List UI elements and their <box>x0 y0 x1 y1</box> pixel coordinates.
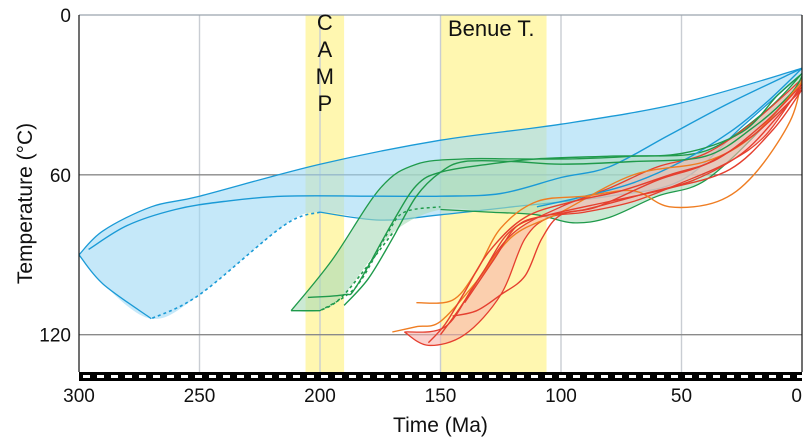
x-axis-title: Time (Ma) <box>393 414 488 437</box>
x-tick-label: 0 <box>791 386 802 407</box>
scale-bar-background <box>79 372 802 381</box>
scale-bar-segment <box>377 375 384 378</box>
scale-bar-segment <box>125 375 132 378</box>
scale-bar-segment <box>265 375 272 378</box>
tt-path-3 <box>343 75 803 306</box>
scale-bar-segment <box>769 375 776 378</box>
scale-bar-segment <box>615 375 622 378</box>
scale-bar-segment <box>587 375 594 378</box>
benue-trough-label: Benue T. <box>448 16 534 41</box>
scale-bar-segment <box>531 375 538 378</box>
scale-bar-segment <box>559 375 566 378</box>
scale-bar-segment <box>755 375 762 378</box>
y-tick-label: 120 <box>39 326 71 347</box>
scale-bar-segment <box>783 375 790 378</box>
envelope-lower-dashed-edge-0 <box>150 211 321 320</box>
scale-bar-segment <box>475 375 482 378</box>
scale-bar-segment <box>83 375 90 378</box>
tt-path-9 <box>452 89 803 317</box>
scale-bar-segment <box>545 375 552 378</box>
scale-bar-segment <box>405 375 412 378</box>
scale-bar-segment <box>489 375 496 378</box>
time-temperature-paths <box>88 67 803 344</box>
scale-bar-segment <box>223 375 230 378</box>
scale-bar-segment <box>181 375 188 378</box>
scale-bar-segment <box>685 375 692 378</box>
scale-bar-segment <box>433 375 440 378</box>
envelope-fill-2 <box>404 78 802 346</box>
scale-bar-segment <box>167 375 174 378</box>
scale-bar-segment <box>237 375 244 378</box>
envelope-lower-tail-0 <box>78 254 152 320</box>
scale-bar-segment <box>153 375 160 378</box>
scale-bar-segment <box>419 375 426 378</box>
scale-bar-segment <box>349 375 356 378</box>
scale-bar-segment <box>671 375 678 378</box>
scale-bar-segment <box>797 375 804 378</box>
scale-bar-segment <box>741 375 748 378</box>
scale-bar-segment <box>363 375 370 378</box>
x-tick-label: 250 <box>184 386 216 407</box>
scale-bar-segment <box>643 375 650 378</box>
scale-bar-segment <box>195 375 202 378</box>
scale-bar-segment <box>657 375 664 378</box>
x-tick-label: 150 <box>425 386 457 407</box>
scale-bar-segment <box>713 375 720 378</box>
scale-bar-segment <box>321 375 328 378</box>
scale-bar-segment <box>517 375 524 378</box>
scale-bar-segment <box>139 375 146 378</box>
scale-bar-segment <box>461 375 468 378</box>
x-tick-label: 100 <box>545 386 577 407</box>
scale-bar-segment <box>209 375 216 378</box>
y-tick-label: 0 <box>60 6 71 27</box>
scale-bar-segment <box>447 375 454 378</box>
scale-bar-segment <box>307 375 314 378</box>
time-scale-bar <box>79 372 804 381</box>
plot-frame <box>78 14 803 372</box>
scale-bar-segment <box>503 375 510 378</box>
x-tick-label: 300 <box>63 386 95 407</box>
envelope-upper-edge-1 <box>290 73 803 312</box>
scale-bar-segment <box>391 375 398 378</box>
scale-bar-segment <box>251 375 258 378</box>
scale-bar-segment <box>111 375 118 378</box>
scale-bar-segment <box>335 375 342 378</box>
envelope-upper-edge-0 <box>78 67 803 256</box>
scale-bar-segment <box>97 375 104 378</box>
x-tick-label: 200 <box>304 386 336 407</box>
tt-path-10 <box>464 89 803 304</box>
scale-bar-segment <box>573 375 580 378</box>
tick-labels: 300 250 200 150 100 50 0 0 60 120 <box>39 6 802 407</box>
scale-bar-segment <box>699 375 706 378</box>
y-axis-title: Temperature (°C) <box>14 123 37 284</box>
scale-bar-segment <box>293 375 300 378</box>
x-tick-label: 50 <box>671 386 692 407</box>
y-tick-label: 60 <box>50 166 71 187</box>
envelope-fill-1 <box>291 73 802 312</box>
scale-bar-segment <box>279 375 286 378</box>
scale-bar-segment <box>601 375 608 378</box>
scale-bar-segment <box>727 375 734 378</box>
scale-bar-segment <box>629 375 636 378</box>
annotations: C A M P Benue T. Time (Ma) Temperature (°C) <box>14 10 534 437</box>
tt-path-0 <box>88 67 803 251</box>
